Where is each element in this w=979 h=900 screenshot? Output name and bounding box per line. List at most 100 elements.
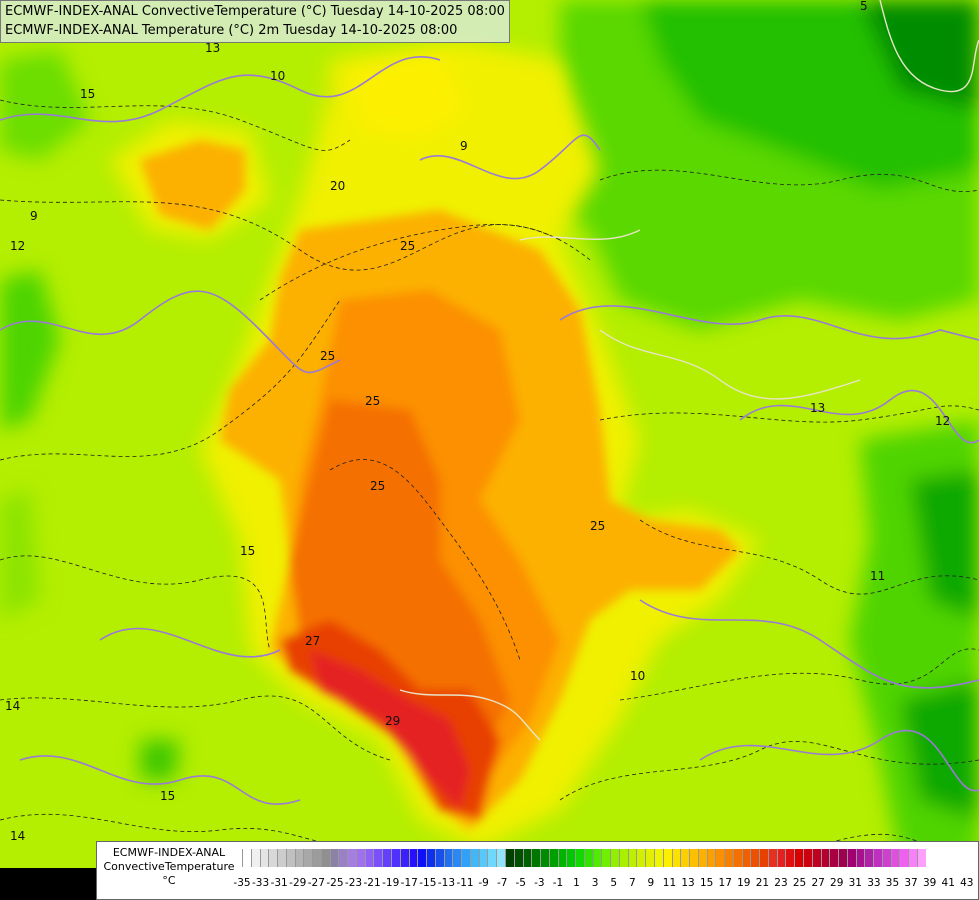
contour-label: 12 [935,414,950,428]
contour-label: 29 [385,714,400,728]
contour-label: 25 [365,394,380,408]
contour-label: 15 [80,87,95,101]
legend-color-cell [908,849,917,867]
legend-color-cell [671,849,681,867]
legend-color-cell [636,849,646,867]
legend-color-cell [715,849,725,867]
legend-color-cell [408,849,418,867]
legend-color-cell [820,849,830,867]
legend-color-cell [277,849,286,867]
legend-tick-label: -5 [515,877,527,889]
legend-color-cell [653,849,663,867]
legend-tick-labels: -35 -33 -31 -29 -27 -25 -23 -21 -19 -17 -15 -13 -11-… [233,877,979,891]
legend-tick-label: 33 [867,877,881,889]
legend-color-cell [610,849,619,867]
legend-color-cell [478,849,488,867]
legend-unit: °C [162,874,176,887]
legend-color-cell [732,849,742,867]
legend-color-cell [724,849,733,867]
legend-color-cell [890,849,900,867]
color-legend: ECMWF-INDEX-ANAL ConvectiveTemperature °… [96,841,979,900]
warm-regions [140,140,740,830]
legend-tick-label: 19 [737,877,751,889]
legend-title-line: ECMWF-INDEX-ANAL [112,846,226,859]
legend-color-cell [347,849,356,867]
contour-label: 25 [400,239,415,253]
legend-color-cell [452,849,462,867]
legend-color-cell [504,849,514,867]
boundaries [399,0,979,741]
contour-label: 13 [810,401,825,415]
legend-color-cell [355,849,365,867]
legend-color-cell [759,849,768,867]
legend-color-cell [855,849,865,867]
legend-color-cell [627,849,637,867]
legend-tick-label: 35 [885,877,900,889]
legend-color-cell [373,849,383,867]
legend-color-cell [706,849,716,867]
legend-tick-label: -19 [382,877,400,889]
contour-label: 13 [205,41,220,55]
legend-tick-label: 29 [830,877,844,889]
legend-color-cell [382,849,392,867]
legend-color-cell [785,849,795,867]
legend-tick-label: 7 [628,877,636,889]
legend-tick-label: 11 [662,877,677,889]
legend-color-cell [531,849,541,867]
legend-color-cell [697,849,707,867]
legend-color-cell [364,849,374,867]
legend-color-cell [426,849,435,867]
legend-color-cell [618,849,628,867]
legend-color-cell [338,849,348,867]
legend-title-line: ConvectiveTemperature [103,860,235,873]
legend-tick-label: 39 [922,877,937,889]
contour-label: 10 [270,69,285,83]
contour-label: 10 [630,669,645,683]
legend-color-cell [548,849,558,867]
legend-tick-label: -25 [326,877,344,889]
legend-tick-label: -21 [363,877,381,889]
legend-color-cell [794,849,803,867]
legend-tick-label: -11 [456,877,474,889]
legend-tick-label: 23 [774,877,788,889]
legend-color-cell [750,849,760,867]
legend-tick-label: 31 [848,877,862,889]
legend-color-cell [680,849,690,867]
legend-tick-label: -33 [252,877,270,889]
legend-color-cell [803,849,812,867]
legend-color-cell [391,849,400,867]
legend-color-cell [592,849,602,867]
legend-tick-label: -35 [233,877,251,889]
contour-label: 14 [10,829,25,843]
legend-color-cell [575,849,584,867]
legend-color-cell [829,849,839,867]
legend-tick-label: -3 [534,877,545,889]
legend-color-cell [268,849,278,867]
legend-color-cell [443,849,453,867]
legend-color-cell [881,849,891,867]
legend-tick-label: 5 [610,877,618,889]
legend-color-cell [285,849,295,867]
legend-tick-label: 37 [904,877,918,889]
legend-tick-label: 41 [941,877,955,889]
legend-color-cell [434,849,444,867]
title-line-convective: ECMWF-INDEX-ANAL ConvectiveTemperature (… [5,4,505,19]
legend-color-cell [303,849,313,867]
legend-tick-label: -13 [437,877,455,889]
legend-color-cell [259,849,269,867]
legend-color-cell [417,849,427,867]
legend-color-cell [522,849,532,867]
map-corner-background [0,868,96,900]
temperature-2m-isolines [0,56,979,805]
legend-tick-label: -31 [270,877,288,889]
contour-labels: 15 13 12 10 9 20 25 25 25 25 27 29 15 15… [5,0,950,843]
legend-tick-label: 15 [699,877,714,889]
legend-color-cell [557,849,567,867]
legend-color-cell [399,849,409,867]
legend-color-cell [811,849,821,867]
legend-color-cell [566,849,576,867]
legend-tick-label: 43 [960,877,974,889]
contour-label: 25 [370,479,385,493]
legend-tick-label: 21 [755,877,770,889]
